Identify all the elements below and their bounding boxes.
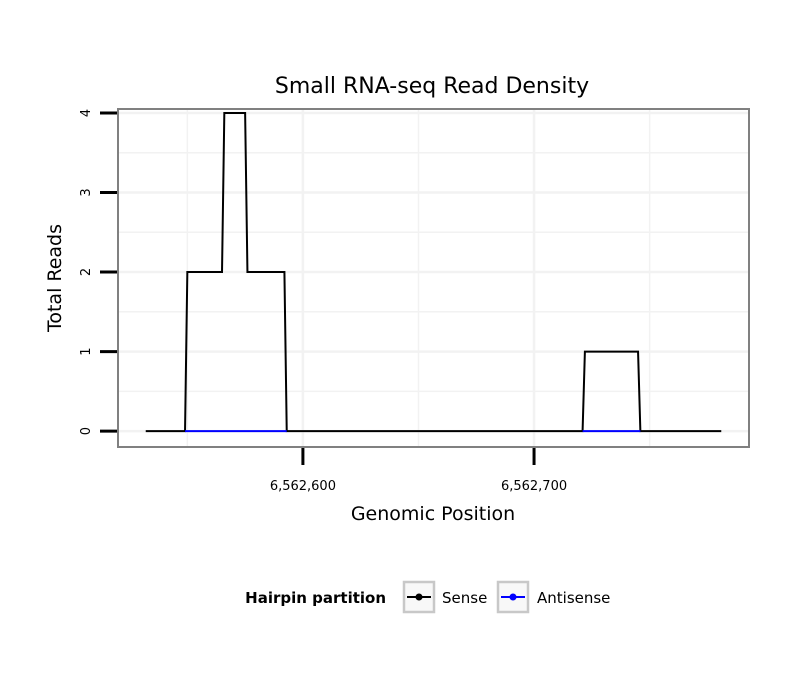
- series-layer: [145, 111, 722, 433]
- y-tick-label: 1: [79, 347, 94, 355]
- plot-panel-border: [117, 108, 750, 448]
- y-tick-label: 4: [79, 109, 94, 117]
- chart-title: Small RNA-seq Read Density: [275, 74, 589, 99]
- legend-marker-antisense: [509, 593, 517, 601]
- y-tick-label: 2: [79, 268, 94, 276]
- x-tick-label: 6,562,700: [501, 479, 567, 494]
- x-axis: 6,562,600 6,562,700: [270, 448, 567, 494]
- legend: Hairpin partition Sense Antisense: [245, 580, 610, 614]
- legend-label-sense: Sense: [442, 589, 487, 607]
- legend-title: Hairpin partition: [245, 589, 386, 607]
- legend-marker-sense: [415, 593, 423, 601]
- y-tick-label: 3: [79, 188, 94, 196]
- x-axis-title: Genomic Position: [351, 503, 515, 525]
- y-axis-title: Total Reads: [44, 224, 66, 333]
- y-axis: 0 1 2 3 4: [79, 109, 117, 435]
- series-line-sense: [145, 111, 722, 433]
- grid: [118, 109, 749, 447]
- x-tick-label: 6,562,600: [270, 479, 336, 494]
- legend-label-antisense: Antisense: [537, 589, 610, 607]
- y-tick-label: 0: [79, 427, 94, 435]
